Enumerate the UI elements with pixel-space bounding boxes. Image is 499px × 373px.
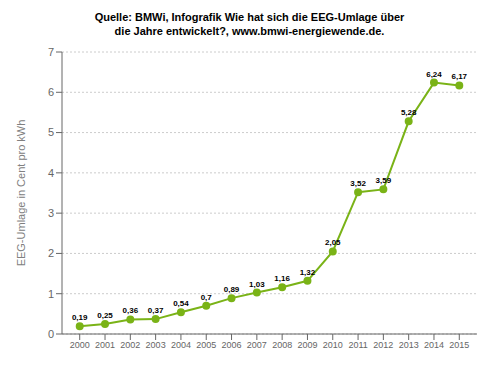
svg-text:6,17: 6,17 — [451, 72, 467, 81]
svg-text:2013: 2013 — [399, 340, 419, 350]
svg-text:2003: 2003 — [146, 340, 166, 350]
svg-text:3: 3 — [48, 207, 54, 219]
svg-text:1,16: 1,16 — [274, 274, 290, 283]
svg-text:2007: 2007 — [247, 340, 267, 350]
svg-text:6,24: 6,24 — [426, 70, 442, 79]
svg-text:2000: 2000 — [70, 340, 90, 350]
svg-text:2014: 2014 — [424, 340, 444, 350]
svg-text:0,19: 0,19 — [72, 313, 88, 322]
svg-text:2011: 2011 — [348, 340, 367, 350]
svg-text:4: 4 — [48, 167, 54, 179]
svg-text:2,05: 2,05 — [325, 238, 341, 247]
html-text:Quelle: BMWi, Infografik Wie h: Quelle: BMWi, Infografik Wie hat sich di… — [94, 11, 405, 23]
svg-text:2001: 2001 — [95, 340, 115, 350]
svg-text:0,25: 0,25 — [97, 311, 113, 320]
svg-text:2004: 2004 — [171, 340, 191, 350]
svg-text:2010: 2010 — [323, 340, 343, 350]
svg-text:3,52: 3,52 — [350, 179, 366, 188]
svg-text:2006: 2006 — [222, 340, 242, 350]
svg-text:0,89: 0,89 — [224, 285, 240, 294]
svg-text:5,28: 5,28 — [401, 108, 417, 117]
svg-text:2002: 2002 — [120, 340, 140, 350]
svg-text:1: 1 — [48, 288, 54, 300]
svg-text:2009: 2009 — [297, 340, 317, 350]
svg-text:2005: 2005 — [196, 340, 216, 350]
svg-text:0,54: 0,54 — [173, 299, 189, 308]
svg-text:2008: 2008 — [272, 340, 292, 350]
svg-text:5: 5 — [48, 126, 54, 138]
svg-text:2012: 2012 — [373, 340, 393, 350]
svg-text:0,7: 0,7 — [201, 293, 213, 302]
svg-text:2: 2 — [48, 247, 54, 259]
svg-text:3,59: 3,59 — [376, 176, 392, 185]
html-text:die Jahre entwickelt?, www.bmw: die Jahre entwickelt?, www.bmwi-energiew… — [114, 25, 385, 37]
svg-text:1,03: 1,03 — [249, 280, 265, 289]
svg-text:EEG-Umlage in Cent pro kWh: EEG-Umlage in Cent pro kWh — [15, 120, 27, 267]
svg-text:0,37: 0,37 — [148, 306, 164, 315]
svg-text:2015: 2015 — [449, 340, 469, 350]
svg-text:7: 7 — [48, 46, 54, 58]
svg-text:0,36: 0,36 — [123, 306, 139, 315]
svg-text:0: 0 — [48, 328, 54, 340]
svg-text:1,32: 1,32 — [300, 268, 316, 277]
svg-text:6: 6 — [48, 86, 54, 98]
